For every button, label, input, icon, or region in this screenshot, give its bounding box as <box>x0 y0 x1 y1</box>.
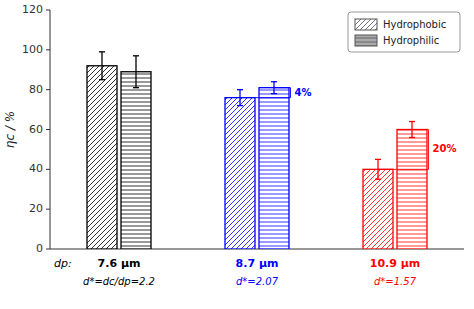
bar <box>259 88 289 249</box>
error-bar <box>99 52 105 80</box>
bracket <box>378 130 429 170</box>
y-tick-label: 120 <box>22 3 43 16</box>
x-tick-label: 7.6 µm <box>98 257 141 270</box>
bar <box>363 169 393 249</box>
bar <box>225 98 255 249</box>
bar <box>87 66 117 249</box>
y-axis-label: ηc / % <box>3 111 17 148</box>
y-axis: 0 20 40 60 80 100 120 <box>22 3 464 255</box>
category-note: d*=2.07 <box>236 276 279 287</box>
y-tick <box>46 169 50 170</box>
y-tick <box>46 89 50 90</box>
x-tick-label: 10.9 µm <box>370 257 421 270</box>
category-note: d*=1.57 <box>374 276 417 287</box>
y-tick-label: 60 <box>29 123 43 136</box>
error-bar <box>133 56 139 88</box>
legend-swatch <box>355 19 377 30</box>
bracket-label: 4% <box>295 87 312 98</box>
bracket <box>240 88 291 98</box>
brackets <box>240 88 429 170</box>
legend: Hydrophobic Hydrophilic <box>348 12 460 52</box>
bars <box>87 52 427 249</box>
bar <box>397 130 427 250</box>
y-tick-label: 40 <box>29 162 43 175</box>
y-tick <box>46 129 50 130</box>
legend-swatch <box>355 35 377 46</box>
y-axis-line <box>50 10 51 249</box>
x-axis-label: dp: <box>54 257 72 270</box>
y-tick-label: 80 <box>29 83 43 96</box>
legend-label: Hydrophilic <box>383 35 439 46</box>
x-tick-label: 8.7 µm <box>236 257 279 270</box>
bracket-label: 20% <box>433 143 457 154</box>
y-tick-label: 0 <box>36 242 43 255</box>
y-tick <box>46 10 50 11</box>
y-tick <box>46 209 50 210</box>
y-tick-label: 20 <box>29 202 43 215</box>
category-note: d*=dc/dp=2.2 <box>83 276 155 287</box>
legend-frame <box>348 12 460 52</box>
y-tick <box>46 249 50 250</box>
bar <box>121 72 151 249</box>
y-tick <box>46 49 50 50</box>
chart: 0 20 40 60 80 100 120 ηc / % 4% 20% dp: 7.6 µm d*=dc… <box>0 0 474 309</box>
y-tick-label: 100 <box>22 43 43 56</box>
legend-label: Hydrophobic <box>383 19 446 30</box>
